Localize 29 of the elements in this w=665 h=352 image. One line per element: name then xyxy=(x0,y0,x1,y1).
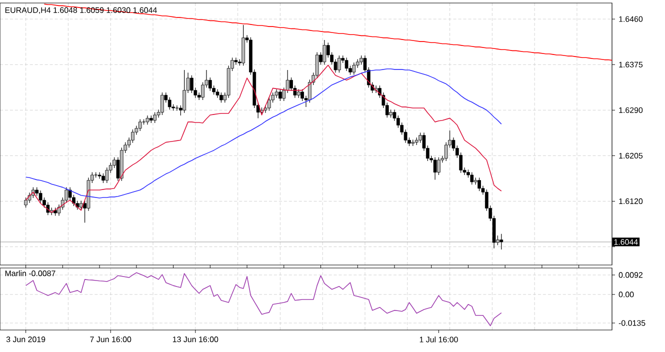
candlestick xyxy=(278,88,282,102)
candlestick xyxy=(168,96,172,110)
candlestick xyxy=(153,112,157,124)
candlestick xyxy=(437,157,440,176)
candlestick xyxy=(146,115,150,125)
candlestick xyxy=(160,92,164,116)
candlestick xyxy=(315,52,319,78)
candlestick xyxy=(131,129,134,144)
candlestick xyxy=(79,200,83,210)
candlestick xyxy=(267,96,271,111)
candlestick xyxy=(322,40,326,65)
candlestick xyxy=(105,167,109,184)
candlestick xyxy=(344,57,348,72)
candlestick xyxy=(175,105,179,111)
candlestick xyxy=(352,62,356,76)
candlestick xyxy=(216,88,220,98)
candlestick xyxy=(98,172,102,180)
candlestick xyxy=(478,177,481,192)
candlestick xyxy=(470,172,474,185)
candlestick xyxy=(102,173,105,184)
candlestick xyxy=(500,234,504,250)
candlestick xyxy=(138,118,142,132)
candlestick xyxy=(182,70,186,114)
candlestick xyxy=(38,190,42,204)
candlestick xyxy=(433,157,437,180)
candlestick xyxy=(220,92,223,103)
candlestick xyxy=(234,57,238,65)
candlestick xyxy=(274,88,278,98)
candlestick xyxy=(338,55,341,73)
